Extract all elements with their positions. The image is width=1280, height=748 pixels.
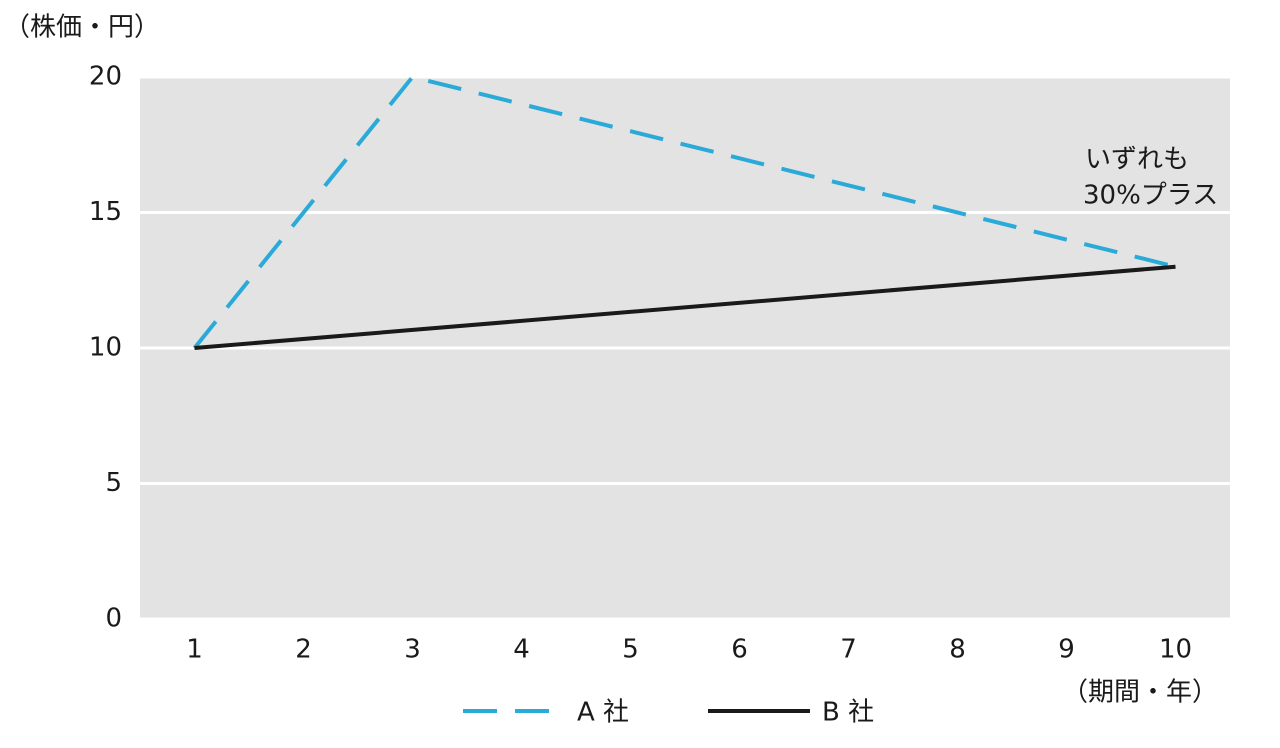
legend-label: B 社 [822,698,874,728]
x-axis-label: （期間・年） [1062,678,1218,708]
x-tick-label: 8 [949,635,966,665]
y-axis-label: （株価・円） [4,13,160,43]
data-line [192,74,1176,350]
annotation: 30%プラス [1083,181,1218,211]
y-tick-label: 20 [89,62,122,92]
y-tick-label: 0 [105,604,122,634]
annotation: いずれも [1085,145,1189,175]
x-tick-label: 3 [404,635,421,665]
x-tick-label: 4 [513,635,530,665]
x-tick-label: 7 [840,635,857,665]
y-tick-label: 15 [89,197,122,227]
x-tick-label: 10 [1159,635,1192,665]
x-tick-label: 1 [186,635,203,665]
y-tick-label: 10 [89,333,122,363]
legend-label: A 社 [577,698,629,728]
data-line [194,264,1176,350]
y-tick-label: 5 [105,468,122,498]
x-tick-label: 6 [731,635,748,665]
x-tick-label: 9 [1058,635,1075,665]
x-tick-label: 5 [622,635,639,665]
x-tick-label: 2 [295,635,312,665]
